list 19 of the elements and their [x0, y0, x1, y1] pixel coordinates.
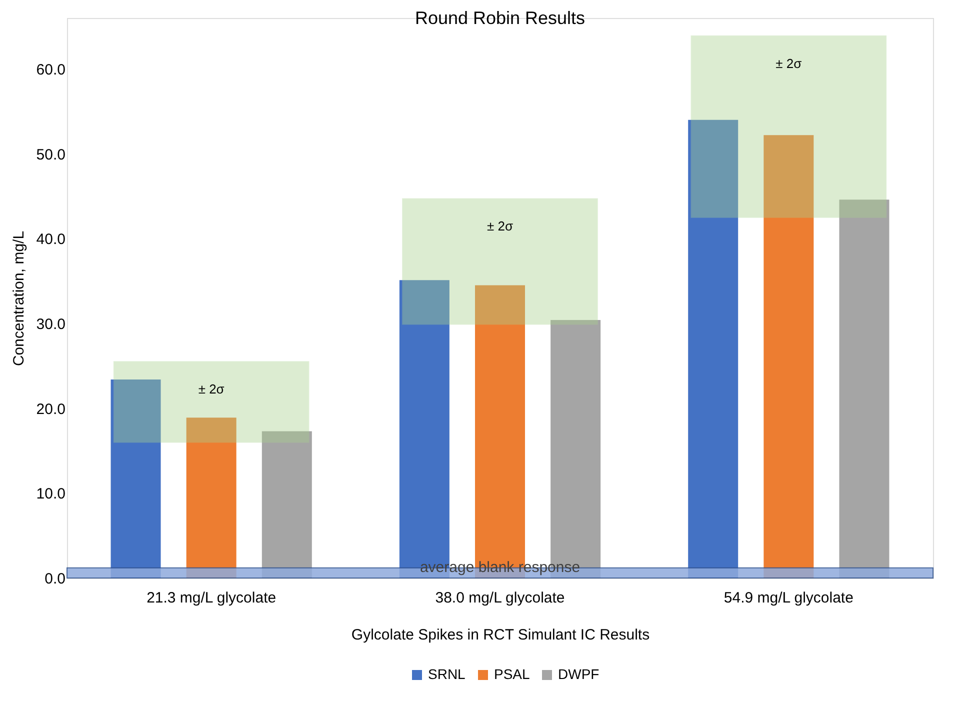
band-label: ± 2σ: [198, 382, 224, 397]
x-tick-label: 21.3 mg/L glycolate: [146, 590, 276, 606]
legend-label: SRNL: [428, 666, 466, 682]
chart-title: Round Robin Results: [414, 8, 586, 28]
band-label: ± 2σ: [487, 218, 513, 234]
x-tick-label: 38.0 mg/L glycolate: [435, 590, 565, 606]
y-tick-label: 50.0: [36, 146, 66, 164]
legend-label: DWPF: [558, 666, 600, 682]
band-label: ± 2σ: [776, 56, 802, 71]
x-axis-title: Gylcolate Spikes in RCT Simulant IC Results: [351, 626, 650, 644]
y-tick-label: 30.0: [36, 316, 66, 333]
legend-label: PSAL: [494, 666, 530, 682]
y-tick-label: 60.0: [36, 61, 66, 78]
x-tick-label: 54.9 mg/L glycolate: [724, 590, 854, 606]
y-tick-label: 40.0: [36, 231, 66, 248]
y-tick-label: 0.0: [44, 570, 66, 588]
y-tick-label: 20.0: [36, 400, 66, 418]
y-tick-label: 10.0: [36, 486, 66, 503]
y-axis-title: Concentration, mg/L: [10, 230, 28, 366]
